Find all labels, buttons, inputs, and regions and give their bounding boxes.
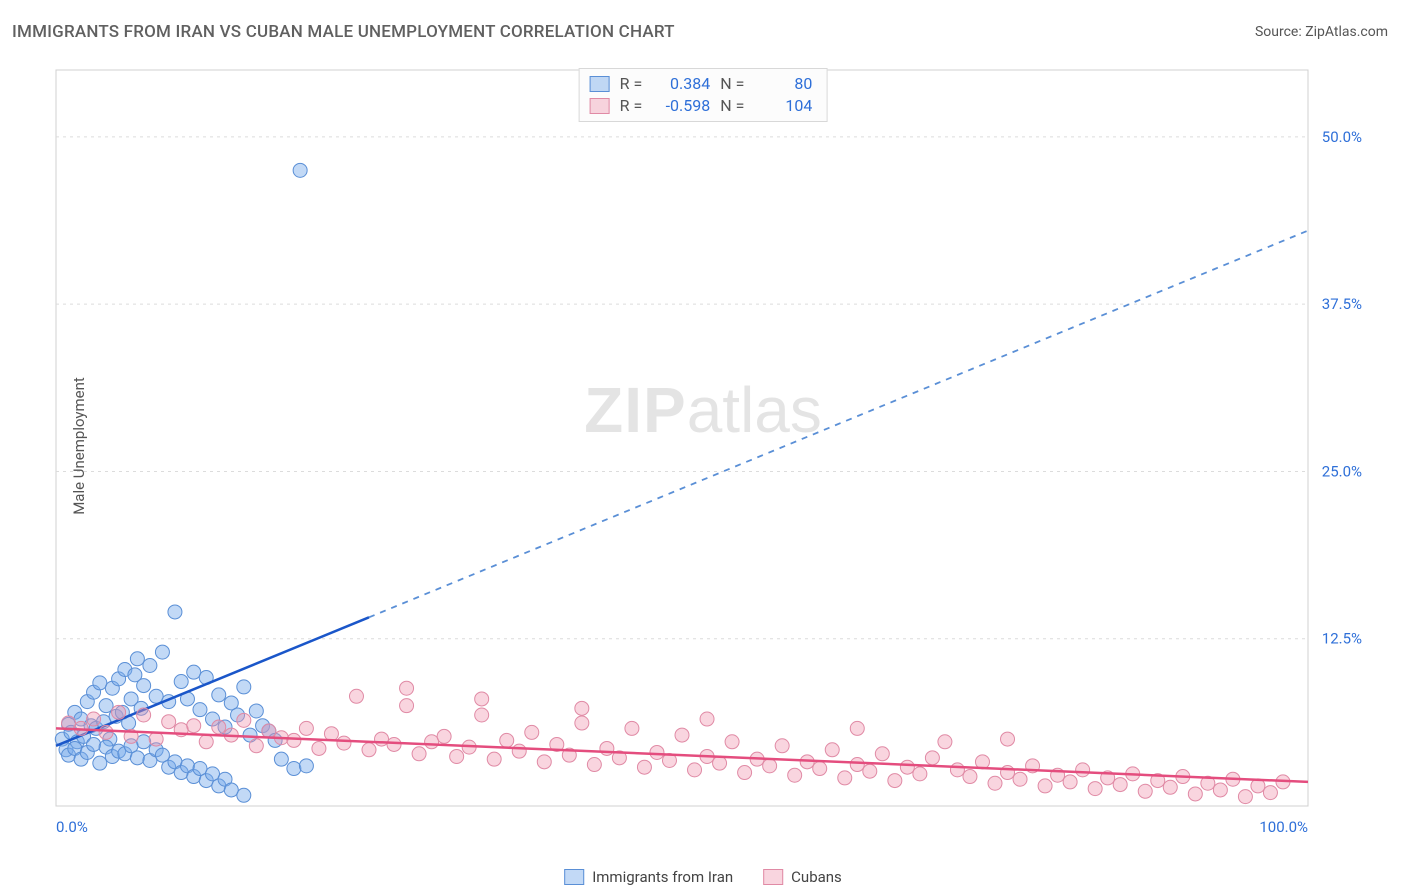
stat-r-value-iran: 0.384 [652,73,710,95]
svg-text:25.0%: 25.0% [1322,462,1362,480]
source-label: Source: [1255,24,1305,40]
legend-swatch-iran [564,869,584,885]
svg-text:37.5%: 37.5% [1322,295,1362,313]
source-attribution: Source: ZipAtlas.com [1255,24,1388,40]
source-value: ZipAtlas.com [1305,24,1388,40]
stats-box: R = 0.384 N = 80 R = -0.598 N = 104 [579,68,828,122]
stat-n-value-iran: 80 [754,73,812,95]
stat-n-value-cubans: 104 [754,95,812,117]
chart-svg: 12.5% 25.0% 37.5% 50.0% 0.0% 100.0% [48,62,1368,842]
stat-r-value-cubans: -0.598 [652,95,710,117]
svg-text:50.0%: 50.0% [1322,128,1362,146]
legend-label-iran: Immigrants from Iran [592,868,733,886]
svg-text:12.5%: 12.5% [1322,630,1362,648]
svg-text:100.0%: 100.0% [1259,818,1308,836]
stat-n-label-cubans: N = [720,95,744,117]
chart-title: IMMIGRANTS FROM IRAN VS CUBAN MALE UNEMP… [12,22,675,42]
swatch-iran [590,76,610,92]
swatch-cubans [590,98,610,114]
svg-text:0.0%: 0.0% [56,818,88,836]
legend-item-iran: Immigrants from Iran [564,868,733,886]
legend-item-cubans: Cubans [763,868,842,886]
stats-row-iran: R = 0.384 N = 80 [590,73,813,95]
legend: Immigrants from Iran Cubans [564,868,842,886]
stats-row-cubans: R = -0.598 N = 104 [590,95,813,117]
legend-swatch-cubans [763,869,783,885]
stat-r-label-cubans: R = [620,95,643,117]
stat-r-label-iran: R = [620,73,643,95]
legend-label-cubans: Cubans [791,868,842,886]
plot-area: 12.5% 25.0% 37.5% 50.0% 0.0% 100.0% [48,62,1368,842]
stat-n-label-iran: N = [720,73,744,95]
